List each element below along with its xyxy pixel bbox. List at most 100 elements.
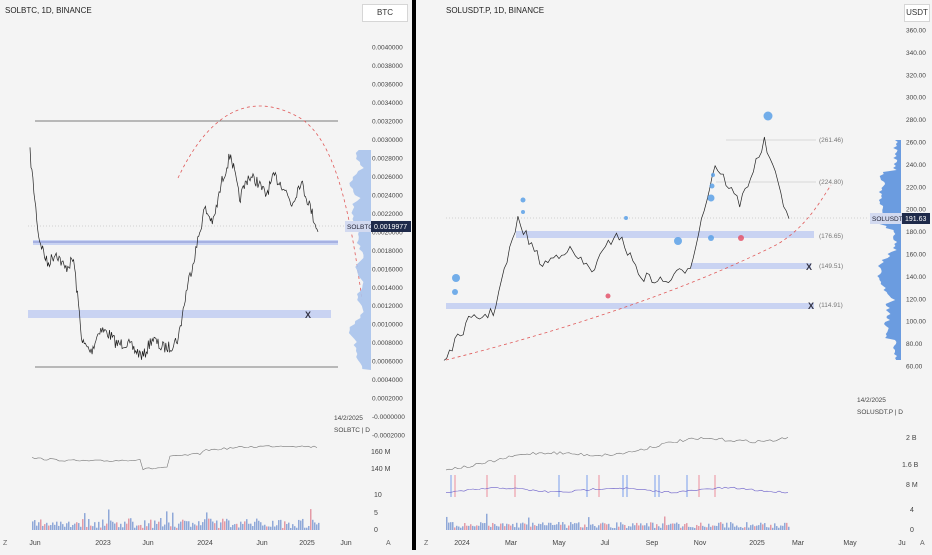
volume-bar bbox=[764, 523, 766, 530]
volume-bar bbox=[258, 520, 260, 530]
volume-bar bbox=[498, 526, 500, 530]
volume-bar bbox=[714, 525, 716, 530]
left-chart-panel[interactable]: X 0.0040000 0.0038000 0.0036000 0.0034000 0.… bbox=[0, 0, 412, 550]
time-axis[interactable]: 2024 Mar May Jul Sep Nov 2025 Mar May Ju bbox=[454, 540, 906, 547]
indicator-tick: 2 B bbox=[906, 435, 917, 442]
volume-bar bbox=[744, 527, 746, 530]
volume-bar bbox=[100, 527, 102, 530]
time-axis[interactable]: Jun 2023 Jun 2024 Jun 2025 Jun bbox=[29, 540, 351, 547]
volume-bar bbox=[676, 522, 678, 530]
volume-bar bbox=[522, 522, 524, 530]
panel-divider[interactable] bbox=[412, 0, 416, 550]
volume-bar bbox=[76, 522, 78, 530]
indicator-tick: 1.6 B bbox=[902, 462, 919, 469]
volume-bar bbox=[544, 525, 546, 530]
support-zone bbox=[516, 231, 814, 238]
volume-bar bbox=[144, 520, 146, 530]
volume-bar bbox=[448, 522, 450, 530]
volume-bar bbox=[312, 519, 314, 530]
volume-bar bbox=[94, 522, 96, 530]
volume-bar bbox=[150, 519, 152, 530]
volume-bar bbox=[278, 520, 280, 530]
volume-bar bbox=[460, 527, 462, 530]
volume-bar bbox=[518, 527, 520, 530]
volume-bar bbox=[152, 527, 154, 530]
volume-bar bbox=[102, 519, 104, 530]
signal-bubble bbox=[520, 197, 526, 203]
volume-bar bbox=[132, 521, 134, 530]
unit-button[interactable]: USDT bbox=[904, 4, 930, 22]
volume-bar bbox=[106, 523, 108, 530]
price-tick: -0.0002000 bbox=[372, 433, 405, 440]
volume-bar bbox=[82, 519, 84, 530]
price-axis[interactable]: 360.00 340.00 320.00 300.00 280.00 260.00 240.… bbox=[906, 28, 926, 371]
price-tick: 0.0026000 bbox=[372, 174, 403, 181]
volume-bar bbox=[34, 520, 36, 530]
volume-bar bbox=[560, 524, 562, 530]
price-tick: 160.00 bbox=[906, 252, 926, 259]
right-chart-svg[interactable]: (261.46) (224.80) (176.65) (149.51) (114… bbox=[416, 0, 932, 550]
auto-scale-corner[interactable]: A bbox=[920, 540, 925, 547]
auto-scale-corner[interactable]: A bbox=[386, 540, 391, 547]
volume-bar bbox=[596, 527, 598, 530]
time-tick: Ju bbox=[898, 540, 906, 547]
volume-bar bbox=[216, 520, 218, 530]
signal-bubble bbox=[624, 216, 628, 220]
oscillator-band bbox=[586, 475, 588, 497]
volume-bar bbox=[98, 521, 100, 530]
volume-bar bbox=[778, 527, 780, 530]
volume-bar bbox=[134, 527, 136, 530]
volume-bar bbox=[266, 526, 268, 530]
volume-bar bbox=[622, 524, 624, 530]
volume-bar bbox=[44, 524, 46, 530]
volume-bar bbox=[748, 527, 750, 530]
left-chart-svg[interactable]: X 0.00400000.00380000.00360000.00340000.… bbox=[0, 0, 412, 550]
support-zone-upper bbox=[33, 240, 338, 245]
price-axis[interactable]: 0.0040000 0.0038000 0.0036000 0.0034000 0.00… bbox=[372, 45, 405, 440]
volume-bar bbox=[564, 524, 566, 530]
volume-bar bbox=[598, 525, 600, 530]
volume-bar bbox=[666, 525, 668, 530]
oscillator-band bbox=[654, 475, 656, 497]
symbol-tag-label: SOLBTC bbox=[347, 224, 373, 231]
volume-bar bbox=[514, 527, 516, 530]
volume-bar bbox=[468, 525, 470, 530]
volume-bar bbox=[202, 522, 204, 530]
volume-bar bbox=[758, 525, 760, 530]
oscillator-band bbox=[622, 475, 624, 497]
volume-bar bbox=[166, 511, 168, 530]
volume-bar bbox=[626, 527, 628, 530]
volume-bar bbox=[724, 527, 726, 530]
unit-button[interactable]: BTC bbox=[362, 4, 408, 22]
oscillator-band bbox=[626, 475, 628, 497]
volume-bar bbox=[720, 522, 722, 530]
price-tick: 0.0014000 bbox=[372, 285, 403, 292]
date-label: 14/2/2025 bbox=[334, 415, 363, 422]
volume-bar bbox=[70, 527, 72, 530]
timezone-corner[interactable]: Z bbox=[3, 540, 8, 547]
price-tick: 240.00 bbox=[906, 162, 926, 169]
volume-bar bbox=[224, 521, 226, 530]
volume-bar bbox=[280, 519, 282, 530]
volume-bar bbox=[454, 527, 456, 530]
price-tag-value: 191.63 bbox=[905, 216, 927, 223]
volume-bar bbox=[64, 526, 66, 530]
volume-bar bbox=[600, 523, 602, 530]
volume-bar bbox=[530, 526, 532, 530]
volume-bar bbox=[306, 527, 308, 530]
right-chart-panel[interactable]: (261.46) (224.80) (176.65) (149.51) (114… bbox=[416, 0, 932, 550]
volume-bar bbox=[788, 526, 790, 530]
timezone-corner[interactable]: Z bbox=[424, 540, 429, 547]
volume-bar bbox=[478, 525, 480, 530]
volume-bar bbox=[762, 524, 764, 530]
volume-bar bbox=[588, 517, 590, 530]
volume-bar bbox=[662, 523, 664, 530]
time-tick: 2024 bbox=[197, 540, 213, 547]
volume-bar bbox=[178, 523, 180, 530]
volume-bar bbox=[602, 522, 604, 530]
volume-bar bbox=[290, 527, 292, 530]
time-tick: 2023 bbox=[95, 540, 111, 547]
volume-bar bbox=[630, 526, 632, 530]
volume-bar bbox=[294, 526, 296, 530]
volume-bar bbox=[52, 522, 54, 530]
